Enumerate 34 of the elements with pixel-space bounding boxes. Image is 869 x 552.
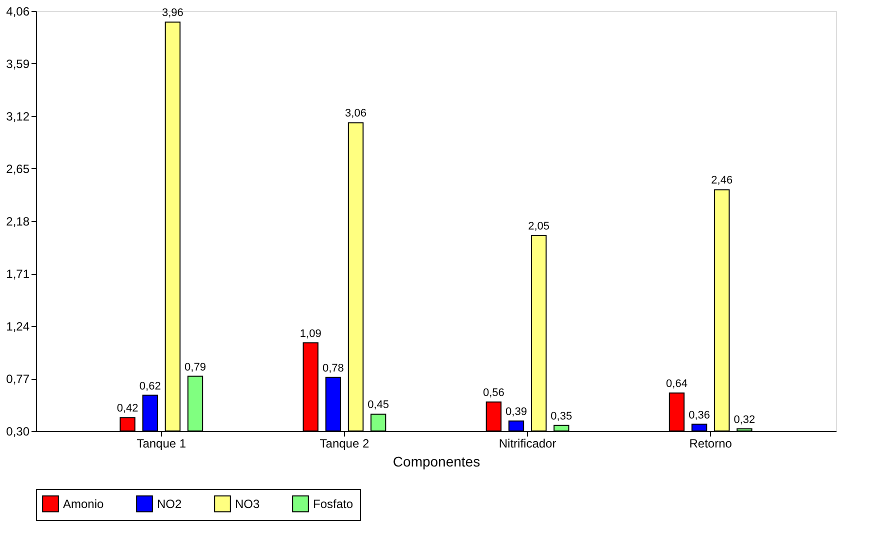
data-label: 2,46: [711, 174, 733, 187]
x-tick-label: Tanque 2: [320, 436, 370, 450]
data-label: 0,32: [734, 414, 756, 426]
y-tick-label: 4,06: [6, 4, 30, 18]
x-tick-label: Nitrificador: [498, 436, 556, 450]
data-label: 0,79: [184, 361, 206, 374]
x-axis-title: Componentes: [392, 454, 480, 470]
y-tick-label: 2,18: [6, 214, 30, 228]
data-label: 0,62: [139, 380, 161, 392]
data-label: 0,78: [322, 362, 344, 374]
y-tick-label: 2,65: [6, 162, 30, 176]
legend-label: NO2: [157, 496, 182, 511]
data-label: 0,56: [482, 386, 504, 399]
y-tick-label: 1,24: [6, 320, 30, 334]
data-label: 0,45: [368, 399, 390, 412]
data-label: 3,96: [162, 7, 184, 20]
x-tick-label: Retorno: [689, 436, 732, 450]
legend-label: Fosfato: [313, 496, 354, 511]
y-tick-label: 1,71: [6, 267, 30, 281]
y-tick-label: 3,59: [6, 57, 30, 71]
data-label: 0,39: [506, 406, 527, 418]
data-label: 0,64: [666, 378, 688, 390]
data-label: 1,09: [300, 328, 322, 340]
y-tick-label: 0,77: [6, 372, 30, 386]
legend-label: NO3: [235, 496, 260, 511]
data-label: 3,06: [345, 108, 366, 120]
legend-label: Amonio: [63, 496, 104, 511]
x-tick-label: Tanque 1: [136, 436, 186, 450]
data-label: 2,05: [528, 220, 550, 233]
data-label: 0,42: [116, 402, 138, 415]
data-label: 0,35: [550, 410, 572, 422]
y-tick-label: 0,30: [6, 424, 30, 438]
data-label: 0,36: [688, 409, 710, 422]
y-tick-label: 3,12: [6, 110, 30, 124]
